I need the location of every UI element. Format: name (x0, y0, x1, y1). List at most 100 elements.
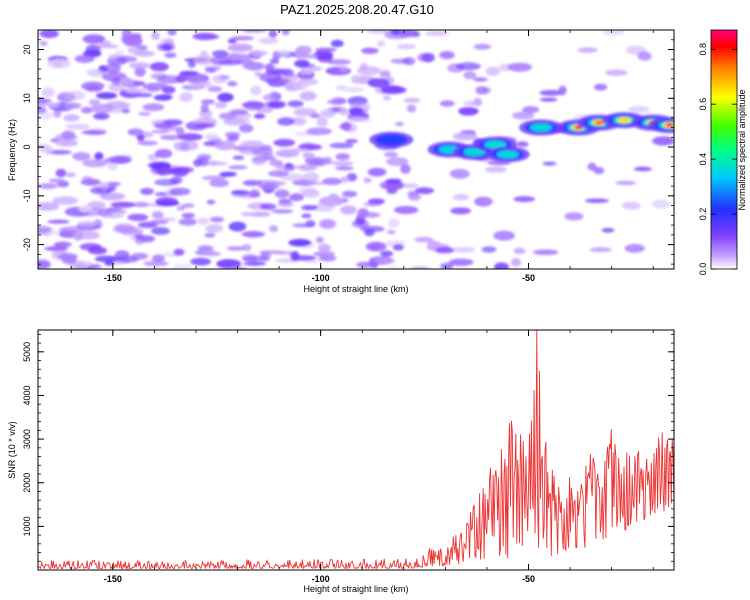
spectrogram-noise-blob (473, 97, 483, 107)
spectrogram-noise-blob (82, 34, 106, 44)
spectrogram-noise-blob (137, 140, 158, 146)
spectrogram-noise-blob (341, 121, 352, 131)
spectrogram-noise-blob (452, 193, 470, 201)
spectrogram-noise-blob (315, 47, 337, 53)
spectrogram-noise-blob (77, 221, 98, 227)
spectrogram-noise-blob (205, 225, 220, 234)
spectrogram-noise-blob (205, 67, 217, 73)
snr-series (38, 330, 674, 570)
spectrogram-noise-blob (114, 50, 125, 56)
spectrogram-noise-blob (448, 258, 474, 266)
spectrogram-noise-blob (427, 240, 441, 248)
spectrogram-noise-blob (292, 255, 317, 261)
spectrogram-noise-blob (160, 134, 182, 140)
spectrogram-noise-blob (163, 119, 183, 126)
spectrogram-noise-blob (379, 70, 391, 78)
spectrogram-noise-blob (299, 91, 317, 101)
spectrogram-noise-blob (110, 201, 136, 208)
spectrogram-noise-blob (151, 31, 160, 41)
spectrogram-noise-blob (513, 196, 535, 203)
y-tick-label: 2000 (22, 473, 32, 493)
spectrogram-noise-blob (175, 126, 185, 136)
spectrogram-noise-blob (63, 114, 80, 122)
spectrogram-noise-blob (39, 30, 59, 39)
signal-inner (484, 140, 507, 149)
spectrogram-noise-blob (376, 40, 386, 47)
spectrogram-noise-blob (328, 193, 340, 202)
spectrogram-noise-blob (81, 129, 107, 135)
spectrogram-noise-blob (187, 60, 196, 68)
spectrogram-noise-blob (204, 133, 218, 141)
spectrogram-noise-blob (539, 89, 563, 96)
spectrogram-noise-blob (511, 111, 535, 120)
spectrogram-noise-blob (55, 168, 67, 178)
spectrogram-noise-blob (435, 247, 455, 254)
spectrogram-noise-blob (177, 133, 203, 141)
spectrogram-noise-blob (94, 152, 104, 161)
spectrogram-noise-blob (339, 65, 348, 72)
spectrogram-noise-blob (110, 108, 122, 114)
spectrogram-noise-blob (360, 112, 369, 118)
spectrogram-noise-blob (327, 59, 352, 65)
spectrogram-noise-blob (367, 78, 390, 88)
spectrogram-noise-blob (41, 87, 55, 98)
y-tick-label: -20 (22, 238, 32, 251)
spectrogram-noise-blob (88, 99, 101, 106)
spectrogram-noise-blob (633, 166, 653, 172)
spectrogram-noise-blob (288, 238, 312, 247)
spectrogram-noise-blob (260, 251, 271, 262)
spectrogram-noise-blob (452, 246, 476, 253)
spectrogram-noise-blob (319, 255, 337, 262)
signal-mid (375, 134, 408, 146)
spectrogram-noise-blob (106, 181, 121, 187)
x-tick-label: -100 (312, 273, 330, 283)
spectrogram-noise-blob (129, 62, 151, 69)
spectrogram-noise-blob (134, 237, 145, 245)
spectrogram-noise-blob (173, 166, 194, 174)
spectrogram-noise-blob (113, 208, 127, 215)
spectrogram-noise-blob (449, 168, 470, 179)
spectrogram-noise-blob (615, 180, 637, 186)
spectrogram-noise-blob (637, 51, 652, 61)
spectrogram-noise-blob (101, 214, 124, 219)
spectrogram-noise-blob (193, 33, 220, 40)
spectrogram-noise-blob (38, 260, 51, 269)
spectrogram-noise-blob (209, 216, 225, 223)
spectrogram-noise-blob (292, 81, 308, 91)
spectrogram-noise-blob (48, 178, 66, 183)
spectrogram-noise-blob (268, 170, 289, 177)
spectrogram-noise-blob (123, 36, 143, 47)
spectrogram-noise-blob (38, 225, 53, 233)
spectrogram-noise-blob (507, 62, 532, 72)
spectrogram-noise-blob (226, 246, 245, 251)
spectrogram-noise-blob (173, 264, 194, 269)
spectrogram-noise-blob (116, 256, 139, 263)
spectrogram-noise-blob (154, 178, 179, 186)
spectrogram-noise-blob (287, 100, 304, 108)
spectrogram-noise-blob (250, 85, 262, 96)
spectrogram-noise-blob (96, 44, 119, 49)
spectrogram-noise-blob (277, 117, 295, 126)
spectrogram-noise-blob (47, 219, 70, 224)
spectrogram-noise-blob (161, 124, 178, 132)
spectrogram-noise-blob (200, 104, 209, 113)
spectrogram-noise-blob (297, 164, 317, 171)
spectrogram-noise-blob (155, 201, 180, 206)
spectrogram-noise-blob (41, 144, 54, 155)
spectrogram-noise-blob (320, 109, 336, 118)
spectrogram-noise-blob (65, 123, 91, 130)
spectrogram-noise-blob (251, 156, 267, 165)
spectrogram-noise-blob (301, 188, 320, 198)
spectrogram-noise-blob (214, 101, 228, 109)
spectrogram-noise-blob (227, 39, 237, 44)
x-tick-label: -100 (312, 574, 330, 584)
spectrogram-noise-blob (140, 187, 154, 195)
spectrogram-noise-blob (58, 252, 78, 261)
spectrogram-noise-blob (340, 205, 357, 215)
spectrogram-noise-blob (230, 35, 255, 41)
spectrogram-noise-blob (587, 162, 597, 171)
spectrogram-noise-blob (510, 258, 522, 267)
spectrogram-noise-blob (439, 51, 455, 60)
